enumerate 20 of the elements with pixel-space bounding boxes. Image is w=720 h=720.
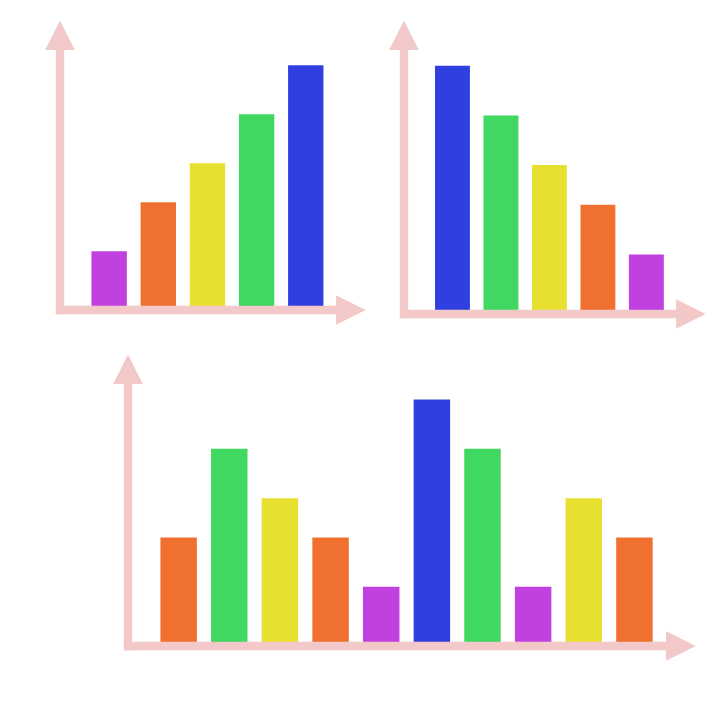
bar [261,498,299,646]
bar [189,163,226,310]
bar [362,586,400,646]
bar [312,537,349,646]
bar [483,115,519,314]
bar [288,65,324,310]
bar [160,537,197,646]
bar [580,204,616,314]
bar [238,114,275,310]
bar [140,202,176,310]
bar [514,586,552,646]
bar [565,498,603,646]
bar [616,537,653,646]
bar [628,254,664,314]
bar [413,399,451,646]
bar [211,448,248,646]
bar [91,251,127,310]
bar [435,65,470,314]
bar [464,448,501,646]
bar [531,165,567,314]
